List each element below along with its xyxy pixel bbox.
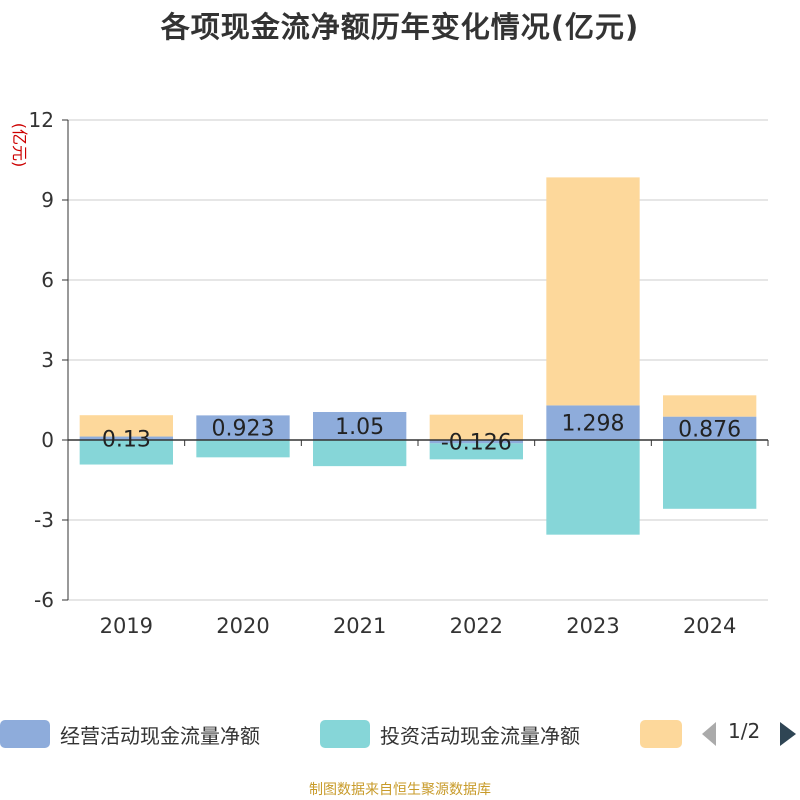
x-tick-label: 2024 — [683, 614, 736, 638]
bar-operating — [546, 405, 640, 440]
y-tick-label: 9 — [41, 188, 54, 212]
legend-prev-icon[interactable] — [700, 720, 718, 748]
bar-third — [79, 415, 173, 437]
data-labels: 0.13 0.923 1.05 -0.126 1.298 0.876 — [102, 412, 741, 456]
y-tick-label: 3 — [41, 348, 54, 372]
data-label: -0.126 — [441, 431, 512, 456]
bar-operating — [429, 440, 523, 444]
legend-item-operating[interactable]: 经营活动现金流量净额 — [0, 716, 260, 752]
axes: -6 -3 0 3 6 9 12(亿元) 2019 2020 2021 2022 2023 2024 — [10, 108, 769, 638]
bar-third — [663, 395, 757, 417]
legend-page-indicator: 1/2 — [728, 719, 761, 743]
legend-item-investing[interactable]: 投资活动现金流量净额 — [320, 716, 580, 752]
y-tick-label: -6 — [34, 588, 54, 612]
legend-swatch-operating — [0, 720, 50, 748]
legend-next-icon[interactable] — [778, 720, 800, 748]
source-note: 制图数据来自恒生聚源数据库 — [309, 782, 491, 798]
bar-operating — [663, 416, 757, 440]
bar-investing — [546, 440, 640, 535]
legend-label-investing: 投资活动现金流量净额 — [380, 723, 580, 748]
legend-item-third[interactable] — [640, 716, 682, 752]
legend-swatch-third — [640, 720, 682, 748]
bar-operating — [313, 412, 407, 440]
bar-investing — [663, 440, 757, 509]
x-tick-label: 2021 — [333, 614, 386, 638]
bar-operating — [79, 436, 173, 440]
bar-operating — [196, 415, 290, 440]
bar-investing — [79, 440, 173, 465]
grid-lines — [68, 119, 768, 601]
bar-third — [429, 414, 523, 440]
x-tick-label: 2023 — [566, 614, 619, 638]
bar-investing — [429, 443, 523, 460]
y-tick-label: -3 — [34, 508, 54, 532]
legend: 经营活动现金流量净额 投资活动现金流量净额 1/2 — [0, 716, 800, 756]
data-label: 0.876 — [678, 417, 741, 442]
y-tick-label: 12 — [29, 108, 54, 132]
chart-canvas: -6 -3 0 3 6 9 12(亿元) 2019 2020 2021 2022 2023 2024 0… — [10, 108, 769, 638]
y-axis-label: (亿元) — [10, 123, 29, 168]
bar-investing — [196, 440, 290, 458]
y-tick-label: 6 — [41, 268, 54, 292]
x-tick-label: 2019 — [100, 614, 153, 638]
legend-label-operating: 经营活动现金流量净额 — [60, 723, 260, 748]
data-label: 0.923 — [212, 417, 275, 442]
bar-third — [546, 177, 640, 406]
legend-swatch-investing — [320, 720, 370, 748]
y-tick-label: 0 — [41, 428, 54, 452]
data-label: 1.298 — [562, 412, 625, 437]
data-label: 1.05 — [335, 415, 384, 440]
x-tick-label: 2022 — [450, 614, 503, 638]
chart-title: 各项现金流净额历年变化情况(亿元) — [160, 10, 640, 44]
bar-investing — [313, 440, 407, 467]
bars — [79, 177, 757, 535]
data-label: 0.13 — [102, 427, 151, 452]
x-tick-label: 2020 — [216, 614, 269, 638]
